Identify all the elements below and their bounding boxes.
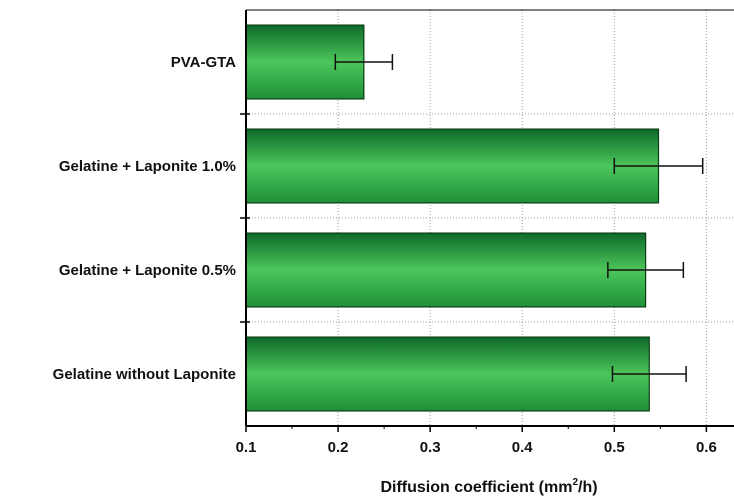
grid: [246, 10, 734, 426]
x-tick-label: 0.5: [604, 439, 625, 456]
category-label: Gelatine + Laponite 1.0%: [59, 158, 236, 175]
x-axis-title: Diffusion coefficient (mm2/h): [380, 477, 597, 496]
x-tick-label: 0.2: [328, 439, 349, 456]
x-tick-labels: 0.1 0.2 0.3 0.4 0.5 0.6: [236, 439, 717, 456]
error-bars: [334, 54, 704, 382]
category-labels: PVA-GTA Gelatine + Laponite 1.0% Gelatine …: [53, 54, 237, 383]
axes: [240, 9, 734, 432]
bar: [245, 336, 650, 412]
bars: [245, 24, 660, 412]
x-tick-label: 0.4: [512, 439, 534, 456]
category-label: Gelatine + Laponite 0.5%: [59, 262, 236, 279]
x-tick-label: 0.6: [696, 439, 717, 456]
bar: [245, 128, 660, 204]
category-label: PVA-GTA: [171, 54, 236, 71]
bar: [245, 232, 647, 308]
x-tick-label: 0.3: [420, 439, 441, 456]
x-tick-label: 0.1: [236, 439, 257, 456]
category-label: Gelatine without Laponite: [53, 366, 236, 383]
